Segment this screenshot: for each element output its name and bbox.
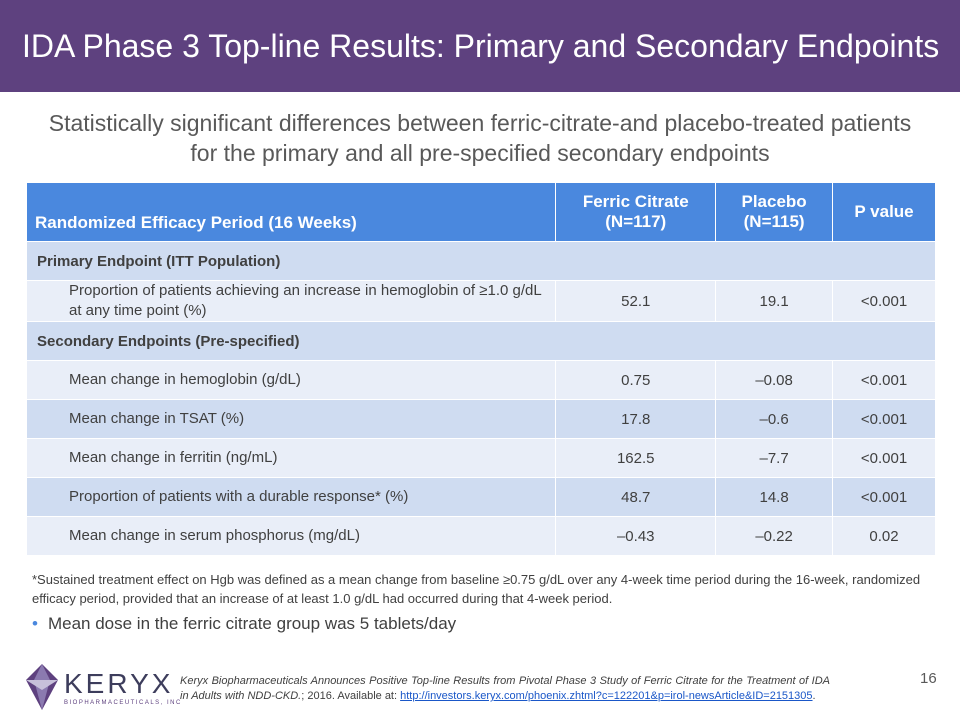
secondary-section-label: Secondary Endpoints (Pre-specified) bbox=[26, 321, 936, 361]
bullet-item: • Mean dose in the ferric citrate group w… bbox=[32, 614, 456, 634]
header-ferric-citrate: Ferric Citrate (N=117) bbox=[555, 182, 717, 242]
bullet-dot-icon: • bbox=[32, 614, 38, 633]
reference-title: Keryx Biopharmaceuticals Announces Posit… bbox=[180, 675, 830, 702]
table-row: Mean change in hemoglobin (g/dL) 0.75 –0… bbox=[25, 360, 936, 400]
table-row: Mean change in ferritin (ng/mL) 162.5 –7… bbox=[25, 438, 936, 478]
reference-end: . bbox=[812, 690, 816, 702]
ferric-value: 52.1 bbox=[555, 280, 717, 322]
table-row: Mean change in TSAT (%) 17.8 –0.6 <0.001 bbox=[25, 399, 936, 439]
row-label: Mean change in TSAT (%) bbox=[25, 399, 557, 439]
reference-middle: ; 2016. Available at: bbox=[301, 690, 401, 702]
footnote: *Sustained treatment effect on Hgb was d… bbox=[32, 572, 921, 606]
primary-section-row: Primary Endpoint (ITT Population) bbox=[26, 241, 936, 281]
p-value: <0.001 bbox=[832, 280, 936, 322]
page-number: 16 bbox=[920, 670, 937, 687]
p-value: <0.001 bbox=[832, 399, 936, 439]
logo-wordmark: KERYX bbox=[64, 668, 174, 699]
placebo-value: –0.6 bbox=[715, 399, 834, 439]
ferric-value: 48.7 bbox=[555, 477, 717, 517]
bullet-text: Mean dose in the ferric citrate group wa… bbox=[47, 614, 457, 633]
placebo-value: 14.8 bbox=[715, 477, 834, 517]
header-period: Randomized Efficacy Period (16 Weeks) bbox=[25, 182, 557, 242]
results-table: Randomized Efficacy Period (16 Weeks) Fe… bbox=[25, 182, 936, 556]
secondary-section-row: Secondary Endpoints (Pre-specified) bbox=[26, 321, 936, 361]
placebo-value: 19.1 bbox=[715, 280, 834, 322]
row-label: Proportion of patients with a durable re… bbox=[25, 477, 557, 517]
header-placebo: Placebo (N=115) bbox=[715, 182, 834, 242]
table-row: Mean change in serum phosphorus (mg/dL) … bbox=[25, 516, 936, 556]
table-row: Proportion of patients achieving an incr… bbox=[25, 280, 936, 322]
title-bar: IDA Phase 3 Top-line Results: Primary an… bbox=[0, 0, 960, 92]
placebo-value: –7.7 bbox=[715, 438, 834, 478]
primary-section-label: Primary Endpoint (ITT Population) bbox=[26, 241, 936, 281]
row-label: Proportion of patients achieving an incr… bbox=[25, 280, 557, 322]
p-value: <0.001 bbox=[832, 438, 936, 478]
p-value: 0.02 bbox=[832, 516, 936, 556]
ferric-value: 0.75 bbox=[555, 360, 717, 400]
slide-title: IDA Phase 3 Top-line Results: Primary an… bbox=[22, 28, 940, 64]
header-p-value: P value bbox=[832, 182, 936, 242]
table-row: Proportion of patients with a durable re… bbox=[25, 477, 936, 517]
placebo-value: –0.22 bbox=[715, 516, 834, 556]
ferric-value: –0.43 bbox=[555, 516, 717, 556]
slide-subtitle: Statistically significant differences be… bbox=[48, 110, 912, 166]
keryx-logo-icon bbox=[26, 664, 58, 710]
placebo-value: –0.08 bbox=[715, 360, 834, 400]
p-value: <0.001 bbox=[832, 360, 936, 400]
ferric-value: 162.5 bbox=[555, 438, 717, 478]
reference-citation: Keryx Biopharmaceuticals Announces Posit… bbox=[180, 674, 830, 704]
logo-subtitle: BIOPHARMACEUTICALS, INC bbox=[64, 700, 182, 706]
logo-facet-light-shape bbox=[26, 680, 58, 690]
row-label: Mean change in serum phosphorus (mg/dL) bbox=[25, 516, 557, 556]
row-label: Mean change in ferritin (ng/mL) bbox=[25, 438, 557, 478]
row-label: Mean change in hemoglobin (g/dL) bbox=[25, 360, 557, 400]
ferric-value: 17.8 bbox=[555, 399, 717, 439]
table-header-row: Randomized Efficacy Period (16 Weeks) Fe… bbox=[25, 182, 936, 242]
p-value: <0.001 bbox=[832, 477, 936, 517]
reference-link[interactable]: http://investors.keryx.com/phoenix.zhtml… bbox=[400, 690, 813, 702]
